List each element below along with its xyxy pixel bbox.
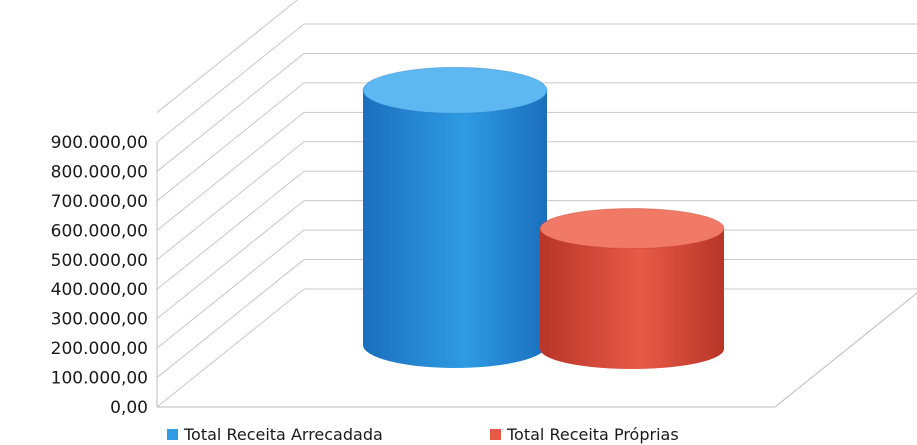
y-tick-label: 400.000,00 [51,280,148,300]
bar-body [540,228,724,369]
y-tick-label: 700.000,00 [51,192,148,212]
y-tick-label: 800.000,00 [51,162,148,182]
y-tick-label: 600.000,00 [51,221,148,241]
y-tick-label: 900.000,00 [51,133,148,153]
legend-item: Total Receita Arrecadada [167,425,383,444]
bar-cylinder [539,208,725,369]
legend-item: Total Receita Próprias [490,425,679,444]
legend-swatch [490,429,501,440]
gridline [156,0,299,113]
y-tick-label: 0,00 [110,398,148,418]
legend-label: Total Receita Próprias [506,425,679,444]
y-axis: 0,00 100.000,00 200.000,00 300.000,00 400.00… [51,133,148,418]
y-tick-label: 100.000,00 [51,369,148,389]
y-tick-label: 500.000,00 [51,251,148,271]
legend: Total Receita Arrecadada Total Receita Pr… [167,425,679,444]
legend-label: Total Receita Arrecadada [183,425,383,444]
bar-cylinder [362,66,548,369]
bars [362,66,725,369]
bar-body [363,90,547,369]
chart-floor [156,142,917,408]
bar-top [540,208,724,249]
gridline [156,23,917,143]
gridline [156,52,917,172]
y-tick-label: 200.000,00 [51,339,148,359]
bar-top [363,67,547,114]
y-tick-label: 300.000,00 [51,310,148,330]
legend-swatch [167,429,178,440]
